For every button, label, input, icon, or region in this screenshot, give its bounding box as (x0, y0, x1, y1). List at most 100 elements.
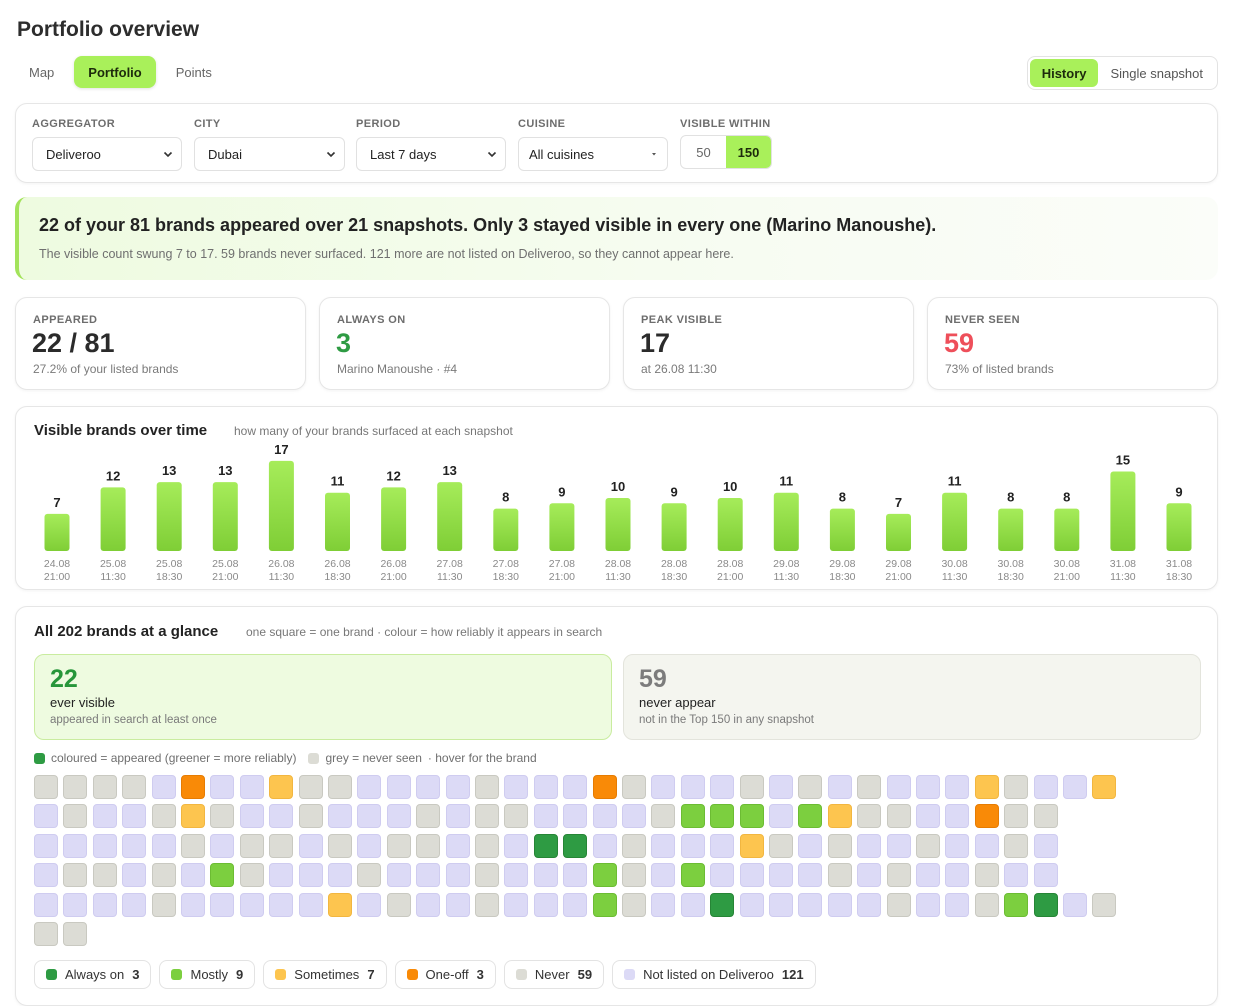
brand-square-never[interactable] (1033, 804, 1058, 829)
brand-square-notlisted[interactable] (1063, 892, 1087, 917)
brand-square-never[interactable] (622, 892, 646, 917)
chart-bar[interactable] (1110, 471, 1136, 552)
brand-square-never[interactable] (1004, 804, 1029, 829)
brand-square-never[interactable] (386, 833, 411, 858)
brand-square-never[interactable] (63, 863, 88, 888)
brand-square-notlisted[interactable] (357, 804, 382, 829)
brand-square-notlisted[interactable] (1033, 775, 1058, 799)
brand-square-notlisted[interactable] (533, 863, 558, 888)
brand-square-notlisted[interactable] (563, 775, 588, 799)
brand-square-never[interactable] (504, 804, 529, 829)
brand-square-always[interactable] (1033, 892, 1058, 917)
brand-square-never[interactable] (210, 804, 235, 829)
brand-square-sometimes[interactable] (827, 804, 852, 829)
brand-square-never[interactable] (886, 804, 911, 829)
brand-square-notlisted[interactable] (122, 804, 147, 829)
brand-square-notlisted[interactable] (298, 863, 323, 888)
brand-square-never[interactable] (328, 833, 352, 858)
brand-square-notlisted[interactable] (622, 804, 646, 829)
brand-square-notlisted[interactable] (298, 892, 323, 917)
brand-square-never[interactable] (298, 804, 323, 829)
chart-bar[interactable] (212, 482, 238, 551)
brand-square-notlisted[interactable] (328, 863, 352, 888)
brand-square-notlisted[interactable] (445, 892, 470, 917)
brand-square-sometimes[interactable] (181, 804, 205, 829)
brand-square-notlisted[interactable] (533, 892, 558, 917)
brand-square-notlisted[interactable] (1004, 863, 1029, 888)
brand-square-notlisted[interactable] (239, 775, 264, 799)
brand-square-notlisted[interactable] (592, 833, 617, 858)
brand-square-notlisted[interactable] (239, 804, 264, 829)
brand-square-never[interactable] (886, 863, 911, 888)
brand-square-notlisted[interactable] (269, 804, 294, 829)
brand-square-notlisted[interactable] (386, 775, 411, 799)
brand-square-notlisted[interactable] (416, 863, 441, 888)
chart-bar[interactable] (773, 492, 799, 551)
brand-square-mostly[interactable] (739, 804, 764, 829)
chart-bar[interactable] (156, 482, 182, 551)
brand-square-notlisted[interactable] (357, 833, 382, 858)
brand-square-notlisted[interactable] (504, 863, 529, 888)
brand-square-notlisted[interactable] (34, 804, 58, 829)
brand-square-notlisted[interactable] (210, 775, 235, 799)
brand-square-notlisted[interactable] (680, 892, 705, 917)
brand-square-notlisted[interactable] (1033, 833, 1058, 858)
brand-square-notlisted[interactable] (710, 775, 735, 799)
brand-square-oneoff[interactable] (974, 804, 999, 829)
brand-square-notlisted[interactable] (916, 863, 940, 888)
brand-square-notlisted[interactable] (651, 892, 676, 917)
chart-bar[interactable] (886, 513, 911, 551)
chart-bar[interactable] (942, 492, 968, 551)
brand-square-notlisted[interactable] (122, 833, 147, 858)
brand-square-sometimes[interactable] (328, 892, 352, 917)
brand-square-notlisted[interactable] (504, 892, 529, 917)
brand-square-notlisted[interactable] (63, 833, 88, 858)
brand-square-notlisted[interactable] (563, 804, 588, 829)
brand-square-never[interactable] (269, 833, 294, 858)
brand-square-notlisted[interactable] (269, 892, 294, 917)
brand-square-notlisted[interactable] (857, 833, 882, 858)
brand-square-mostly[interactable] (680, 863, 705, 888)
chart-bar[interactable] (381, 487, 407, 551)
brand-square-mostly[interactable] (592, 892, 617, 917)
chart-bar[interactable] (829, 508, 855, 551)
visible-within-150[interactable]: 150 (726, 136, 771, 168)
brand-square-notlisted[interactable] (34, 863, 58, 888)
brand-square-never[interactable] (298, 775, 323, 799)
brand-square-notlisted[interactable] (92, 833, 117, 858)
brand-square-mostly[interactable] (710, 804, 735, 829)
brand-square-never[interactable] (328, 775, 352, 799)
brand-square-never[interactable] (239, 833, 264, 858)
brand-square-notlisted[interactable] (181, 892, 205, 917)
chart-bar[interactable] (493, 508, 519, 551)
brand-square-never[interactable] (622, 863, 646, 888)
brand-square-notlisted[interactable] (386, 804, 411, 829)
brand-square-notlisted[interactable] (827, 892, 852, 917)
brand-square-never[interactable] (63, 775, 88, 799)
brand-square-never[interactable] (386, 892, 411, 917)
brand-square-never[interactable] (416, 833, 441, 858)
tab-points[interactable]: Points (175, 64, 212, 80)
brand-square-never[interactable] (239, 863, 264, 888)
brand-square-never[interactable] (151, 892, 176, 917)
brand-square-notlisted[interactable] (504, 775, 529, 799)
brand-square-mostly[interactable] (798, 804, 823, 829)
brand-square-notlisted[interactable] (386, 863, 411, 888)
chart-bar[interactable] (325, 492, 350, 551)
brand-square-never[interactable] (34, 775, 58, 799)
brand-square-notlisted[interactable] (357, 775, 382, 799)
aggregator-select[interactable]: Deliveroo (32, 137, 182, 171)
chart-bar[interactable] (100, 487, 126, 551)
brand-square-never[interactable] (622, 833, 646, 858)
brand-square-notlisted[interactable] (680, 775, 705, 799)
brand-square-notlisted[interactable] (269, 863, 294, 888)
brand-square-notlisted[interactable] (945, 804, 970, 829)
brand-square-notlisted[interactable] (710, 863, 735, 888)
brand-square-notlisted[interactable] (769, 892, 793, 917)
brand-square-notlisted[interactable] (769, 804, 793, 829)
brand-square-notlisted[interactable] (416, 775, 441, 799)
brand-square-never[interactable] (886, 892, 911, 917)
brand-square-notlisted[interactable] (651, 833, 676, 858)
period-select[interactable]: Last 7 days (356, 137, 506, 171)
brand-square-notlisted[interactable] (592, 804, 617, 829)
